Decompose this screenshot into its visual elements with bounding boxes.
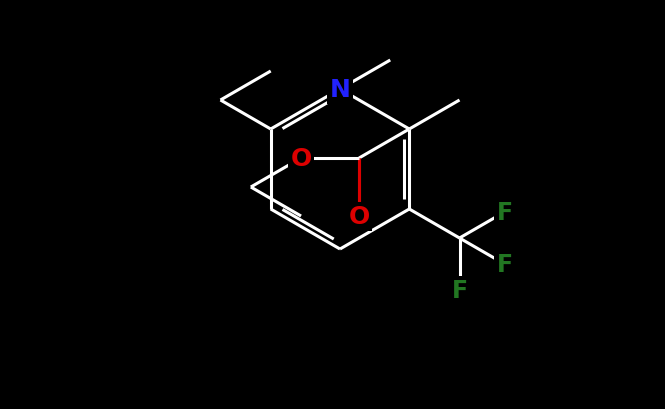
Text: F: F <box>497 252 513 276</box>
Text: O: O <box>348 204 370 229</box>
Text: F: F <box>497 200 513 225</box>
Text: F: F <box>452 279 467 303</box>
Text: N: N <box>330 78 350 102</box>
Text: O: O <box>291 147 312 171</box>
